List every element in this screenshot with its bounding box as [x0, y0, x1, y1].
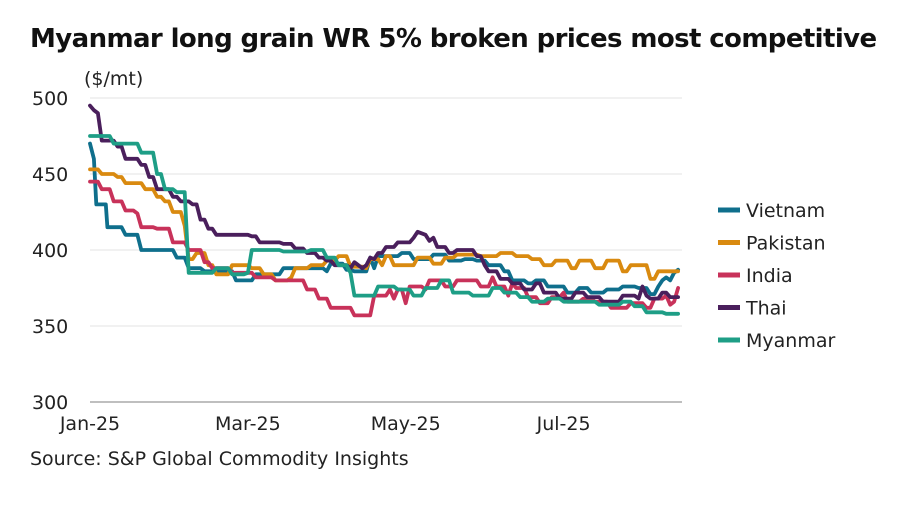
x-tick-label: Mar-25 — [215, 413, 281, 435]
x-tick-label: Jul-25 — [536, 413, 591, 435]
x-tick-label: May-25 — [371, 413, 441, 435]
series-line-pakistan — [88, 167, 680, 283]
series-line-vietnam — [88, 141, 680, 296]
legend-label-thai: Thai — [745, 298, 787, 320]
y-axis-unit-label: ($/mt) — [84, 68, 143, 90]
series-line-thai — [88, 103, 680, 304]
y-tick-label: 350 — [32, 316, 68, 338]
legend-label-pakistan: Pakistan — [746, 233, 826, 255]
y-tick-label: 300 — [32, 392, 68, 414]
legend-label-vietnam: Vietnam — [746, 200, 825, 222]
legend-label-india: India — [746, 265, 793, 287]
chart-source: Source: S&P Global Commodity Insights — [30, 448, 409, 470]
series-line-myanmar — [88, 134, 680, 316]
y-tick-label: 450 — [32, 164, 68, 186]
legend-label-myanmar: Myanmar — [746, 330, 835, 352]
x-tick-label: Jan-25 — [59, 413, 120, 435]
y-tick-label: 400 — [32, 240, 68, 262]
chart-title: Myanmar long grain WR 5% broken prices m… — [30, 24, 877, 54]
y-tick-label: 500 — [32, 88, 68, 110]
